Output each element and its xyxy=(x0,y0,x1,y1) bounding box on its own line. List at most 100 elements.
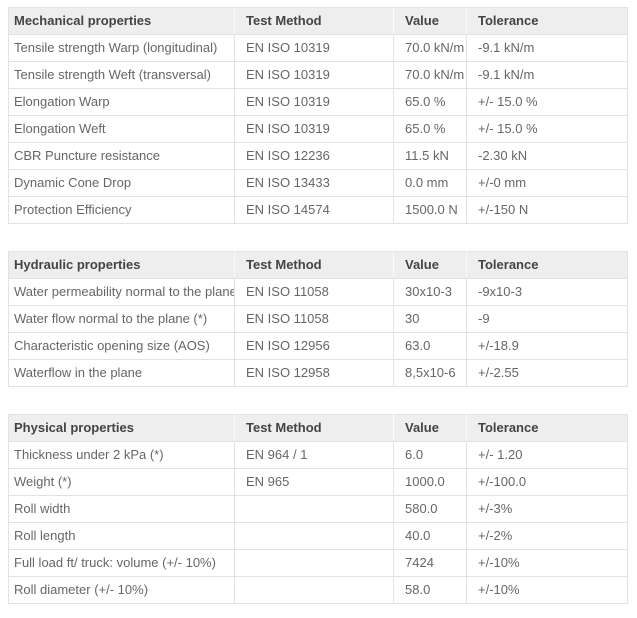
tolerance-cell: -2.30 kN xyxy=(466,142,628,170)
test-method-cell: EN ISO 12958 xyxy=(234,359,394,387)
tolerance-cell: +/-100.0 xyxy=(466,468,628,496)
test-method-cell xyxy=(234,576,394,604)
hydraulic-header-row: Hydraulic properties Test Method Value T… xyxy=(8,251,628,279)
property-name-cell: Roll diameter (+/- 10%) xyxy=(8,576,235,604)
table-row: Thickness under 2 kPa (*) EN 964 / 1 6.0 +/… xyxy=(8,441,628,469)
test-method-cell: EN ISO 11058 xyxy=(234,278,394,306)
property-name-cell: Elongation Weft xyxy=(8,115,235,143)
test-method-cell: EN ISO 11058 xyxy=(234,305,394,333)
table-row: Full load ft/ truck: volume (+/- 10%) 742… xyxy=(8,549,628,577)
value-cell: 65.0 % xyxy=(393,88,467,116)
tolerance-cell: +/-10% xyxy=(466,549,628,577)
table-row: Protection Efficiency EN ISO 14574 1500.0 … xyxy=(8,196,628,224)
value-cell: 7424 xyxy=(393,549,467,577)
property-name-cell: CBR Puncture resistance xyxy=(8,142,235,170)
property-name-cell: Weight (*) xyxy=(8,468,235,496)
tolerance-cell: -9.1 kN/m xyxy=(466,34,628,62)
property-name-cell: Elongation Warp xyxy=(8,88,235,116)
table-row: Water flow normal to the plane (*) EN ISO… xyxy=(8,305,628,333)
mechanical-header-row: Mechanical properties Test Method Value … xyxy=(8,7,628,35)
column-header-value: Value xyxy=(393,7,467,35)
test-method-cell: EN 965 xyxy=(234,468,394,496)
tolerance-cell: -9 xyxy=(466,305,628,333)
column-header-value: Value xyxy=(393,414,467,442)
mechanical-table-title: Mechanical properties xyxy=(8,7,235,35)
value-cell: 70.0 kN/m xyxy=(393,61,467,89)
property-name-cell: Roll length xyxy=(8,522,235,550)
value-cell: 63.0 xyxy=(393,332,467,360)
table-row: Water permeability normal to the plane EN… xyxy=(8,278,628,306)
column-header-tolerance: Tolerance xyxy=(466,414,628,442)
property-name-cell: Water permeability normal to the plane xyxy=(8,278,235,306)
table-row: Roll length 40.0 +/-2% xyxy=(8,522,628,550)
value-cell: 0.0 mm xyxy=(393,169,467,197)
property-name-cell: Thickness under 2 kPa (*) xyxy=(8,441,235,469)
tolerance-cell: +/- 15.0 % xyxy=(466,88,628,116)
property-name-cell: Characteristic opening size (AOS) xyxy=(8,332,235,360)
hydraulic-table-title: Hydraulic properties xyxy=(8,251,235,279)
test-method-cell: EN ISO 12956 xyxy=(234,332,394,360)
property-name-cell: Protection Efficiency xyxy=(8,196,235,224)
table-row: CBR Puncture resistance EN ISO 12236 11.5 … xyxy=(8,142,628,170)
value-cell: 6.0 xyxy=(393,441,467,469)
test-method-cell: EN ISO 10319 xyxy=(234,115,394,143)
tolerance-cell: +/-0 mm xyxy=(466,169,628,197)
column-header-test-method: Test Method xyxy=(234,251,394,279)
test-method-cell: EN ISO 10319 xyxy=(234,34,394,62)
property-name-cell: Tensile strength Warp (longitudinal) xyxy=(8,34,235,62)
table-row: Elongation Warp EN ISO 10319 65.0 % +/- 15.… xyxy=(8,88,628,116)
tolerance-cell: +/-150 N xyxy=(466,196,628,224)
test-method-cell: EN ISO 12236 xyxy=(234,142,394,170)
hydraulic-properties-table: Hydraulic properties Test Method Value T… xyxy=(8,251,628,387)
tolerance-cell: +/-3% xyxy=(466,495,628,523)
tolerance-cell: +/-18.9 xyxy=(466,332,628,360)
tolerance-cell: -9.1 kN/m xyxy=(466,61,628,89)
test-method-cell: EN ISO 14574 xyxy=(234,196,394,224)
value-cell: 58.0 xyxy=(393,576,467,604)
test-method-cell xyxy=(234,495,394,523)
table-row: Characteristic opening size (AOS) EN ISO … xyxy=(8,332,628,360)
column-header-tolerance: Tolerance xyxy=(466,251,628,279)
tolerance-cell: +/- 1.20 xyxy=(466,441,628,469)
property-name-cell: Roll width xyxy=(8,495,235,523)
table-row: Roll diameter (+/- 10%) 58.0 +/-10% xyxy=(8,576,628,604)
tolerance-cell: +/- 15.0 % xyxy=(466,115,628,143)
datasheet-page: Mechanical properties Test Method Value … xyxy=(8,7,628,604)
table-row: Dynamic Cone Drop EN ISO 13433 0.0 mm +/-0 … xyxy=(8,169,628,197)
table-row: Weight (*) EN 965 1000.0 +/-100.0 xyxy=(8,468,628,496)
property-name-cell: Dynamic Cone Drop xyxy=(8,169,235,197)
column-header-tolerance: Tolerance xyxy=(466,7,628,35)
physical-header-row: Physical properties Test Method Value To… xyxy=(8,414,628,442)
test-method-cell: EN ISO 13433 xyxy=(234,169,394,197)
tolerance-cell: +/-10% xyxy=(466,576,628,604)
value-cell: 580.0 xyxy=(393,495,467,523)
physical-properties-table: Physical properties Test Method Value To… xyxy=(8,414,628,604)
value-cell: 1000.0 xyxy=(393,468,467,496)
value-cell: 8,5x10-6 xyxy=(393,359,467,387)
column-header-value: Value xyxy=(393,251,467,279)
value-cell: 70.0 kN/m xyxy=(393,34,467,62)
test-method-cell xyxy=(234,522,394,550)
column-header-test-method: Test Method xyxy=(234,7,394,35)
test-method-cell: EN ISO 10319 xyxy=(234,61,394,89)
table-row: Tensile strength Warp (longitudinal) EN I… xyxy=(8,34,628,62)
test-method-cell: EN ISO 10319 xyxy=(234,88,394,116)
property-name-cell: Water flow normal to the plane (*) xyxy=(8,305,235,333)
property-name-cell: Full load ft/ truck: volume (+/- 10%) xyxy=(8,549,235,577)
table-row: Waterflow in the plane EN ISO 12958 8,5x10… xyxy=(8,359,628,387)
value-cell: 40.0 xyxy=(393,522,467,550)
test-method-cell: EN 964 / 1 xyxy=(234,441,394,469)
property-name-cell: Tensile strength Weft (transversal) xyxy=(8,61,235,89)
tolerance-cell: +/-2% xyxy=(466,522,628,550)
column-header-test-method: Test Method xyxy=(234,414,394,442)
table-row: Elongation Weft EN ISO 10319 65.0 % +/- 15.… xyxy=(8,115,628,143)
value-cell: 30 xyxy=(393,305,467,333)
value-cell: 30x10-3 xyxy=(393,278,467,306)
table-row: Roll width 580.0 +/-3% xyxy=(8,495,628,523)
value-cell: 1500.0 N xyxy=(393,196,467,224)
value-cell: 11.5 kN xyxy=(393,142,467,170)
tolerance-cell: -9x10-3 xyxy=(466,278,628,306)
tolerance-cell: +/-2.55 xyxy=(466,359,628,387)
value-cell: 65.0 % xyxy=(393,115,467,143)
mechanical-properties-table: Mechanical properties Test Method Value … xyxy=(8,7,628,224)
